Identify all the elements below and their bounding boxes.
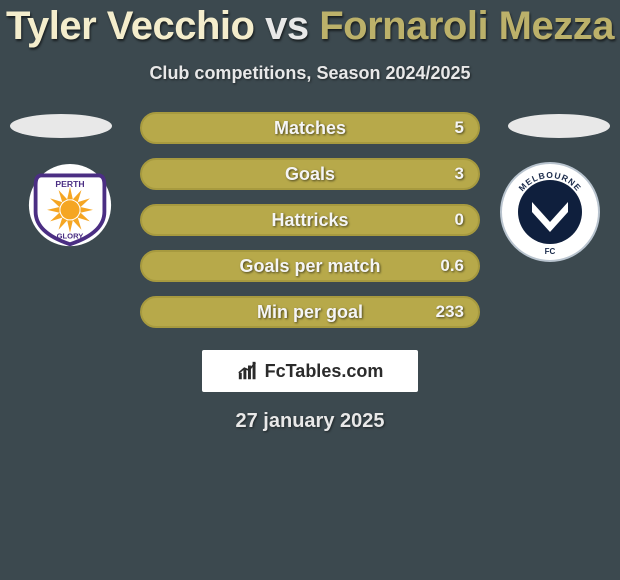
crest-left-bottom-text: GLORY bbox=[57, 232, 84, 241]
vs-text: vs bbox=[265, 4, 309, 48]
stat-label: Matches bbox=[274, 118, 346, 139]
brand-text: FcTables.com bbox=[265, 361, 384, 382]
date-text: 27 january 2025 bbox=[0, 410, 620, 433]
stat-label: Goals bbox=[285, 164, 335, 185]
content-area: PERTH GLORY MELBOURNE FC Matches 5 Goals… bbox=[0, 112, 620, 433]
player2-silhouette bbox=[508, 114, 610, 138]
stat-bar-min-per-goal: Min per goal 233 bbox=[140, 296, 480, 328]
crest-left-top-text: PERTH bbox=[55, 179, 84, 189]
melbourne-victory-crest: MELBOURNE FC bbox=[500, 162, 600, 262]
stat-bar-hattricks: Hattricks 0 bbox=[140, 204, 480, 236]
brand-box: FcTables.com bbox=[202, 350, 418, 392]
chart-icon bbox=[237, 360, 259, 382]
stat-right-value: 0 bbox=[455, 210, 464, 230]
player1-name: Tyler Vecchio bbox=[6, 4, 254, 48]
stat-bar-goals-per-match: Goals per match 0.6 bbox=[140, 250, 480, 282]
player1-silhouette bbox=[10, 114, 112, 138]
stat-right-value: 233 bbox=[436, 302, 464, 322]
player2-name: Fornaroli Mezza bbox=[319, 4, 614, 48]
stat-bar-goals: Goals 3 bbox=[140, 158, 480, 190]
stat-label: Min per goal bbox=[257, 302, 363, 323]
stat-label: Hattricks bbox=[271, 210, 348, 231]
stat-right-value: 0.6 bbox=[440, 256, 464, 276]
crest-right-bottom-text: FC bbox=[545, 247, 556, 256]
comparison-title: Tyler Vecchio vs Fornaroli Mezza bbox=[0, 0, 620, 49]
subtitle: Club competitions, Season 2024/2025 bbox=[0, 63, 620, 84]
stat-bars: Matches 5 Goals 3 Hattricks 0 Goals per … bbox=[140, 112, 480, 328]
stat-label: Goals per match bbox=[239, 256, 380, 277]
perth-glory-crest: PERTH GLORY bbox=[20, 164, 120, 250]
stat-right-value: 3 bbox=[455, 164, 464, 184]
stat-bar-matches: Matches 5 bbox=[140, 112, 480, 144]
stat-right-value: 5 bbox=[455, 118, 464, 138]
